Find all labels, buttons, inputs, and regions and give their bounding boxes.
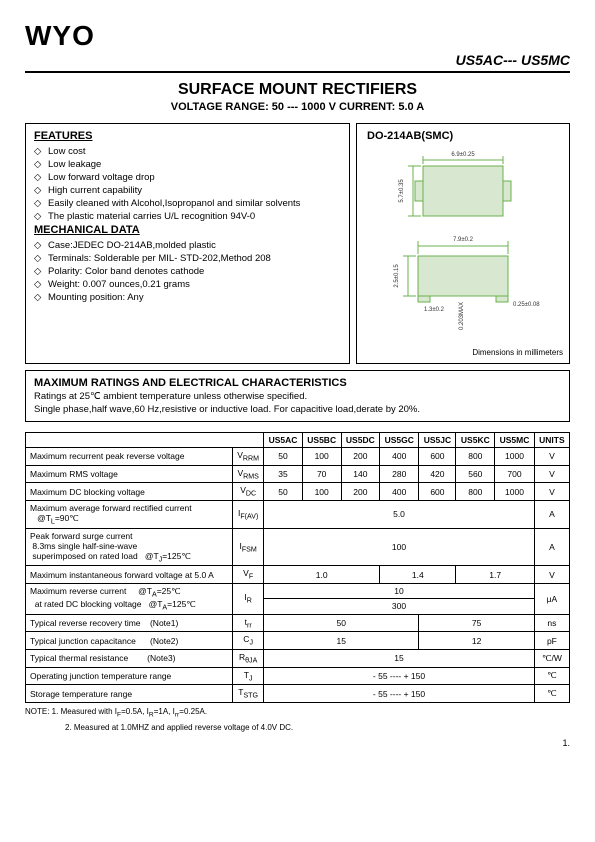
package-name: DO-214AB(SMC) xyxy=(367,130,563,142)
ratings-heading: MAXIMUM RATINGS AND ELECTRICAL CHARACTER… xyxy=(34,377,561,389)
table-row: Maximum DC blocking voltageVDC5010020040… xyxy=(26,483,570,501)
table-row: Maximum average forward rectified curren… xyxy=(26,501,570,529)
mechanical-heading: MECHANICAL DATA xyxy=(34,224,341,236)
mechanical-item: Terminals: Solderable per MIL- STD-202,M… xyxy=(34,253,341,264)
svg-text:0.203MAX: 0.203MAX xyxy=(459,302,465,330)
svg-text:1.3±0.2: 1.3±0.2 xyxy=(424,307,445,313)
feature-item: High current capability xyxy=(34,185,341,196)
svg-text:7.9±0.2: 7.9±0.2 xyxy=(453,237,474,243)
feature-item: Low cost xyxy=(34,146,341,157)
svg-text:6.9±0.25: 6.9±0.25 xyxy=(451,152,475,158)
table-row: Maximum recurrent peak reverse voltageVR… xyxy=(26,448,570,466)
note-text: NOTE: 1. Measured with IF=0.5A, IR=1A, I… xyxy=(25,707,570,719)
page-number: 1. xyxy=(25,738,570,748)
subtitle: VOLTAGE RANGE: 50 --- 1000 V CURRENT: 5.… xyxy=(25,101,570,113)
ratings-note: Ratings at 25℃ ambient temperature unles… xyxy=(34,391,561,402)
mechanical-item: Case:JEDEC DO-214AB,molded plastic xyxy=(34,240,341,251)
svg-text:0.25±0.08: 0.25±0.08 xyxy=(513,302,540,308)
table-row: Maximum RMS voltageVRMS35701402804205607… xyxy=(26,465,570,483)
mechanical-item: Mounting position: Any xyxy=(34,292,341,303)
table-row: Peak forward surge current 8.3ms single … xyxy=(26,528,570,566)
svg-text:2.5±0.15: 2.5±0.15 xyxy=(394,264,400,288)
feature-item: Low forward voltage drop xyxy=(34,172,341,183)
dim-note: Dimensions in millimeters xyxy=(363,348,563,357)
table-row: Maximum reverse current @TA=25℃ at rated… xyxy=(26,584,570,599)
table-row: Maximum instantaneous forward voltage at… xyxy=(26,566,570,584)
features-box: FEATURES Low cost Low leakage Low forward … xyxy=(25,123,350,364)
features-heading: FEATURES xyxy=(34,130,341,142)
mechanical-item: Polarity: Color band denotes cathode xyxy=(34,266,341,277)
table-row: Typical thermal resistance (Note3)RθJA15… xyxy=(26,649,570,667)
table-row: Typical junction capacitance (Note2)CJ15… xyxy=(26,632,570,650)
package-svg: 6.9±0.25 5.7±0.35 7.9±0.2 2.5±0.15 1.3±0… xyxy=(373,146,553,346)
feature-item: Low leakage xyxy=(34,159,341,170)
ratings-box: MAXIMUM RATINGS AND ELECTRICAL CHARACTER… xyxy=(25,370,570,422)
package-box: DO-214AB(SMC) 6.9±0.25 5.7±0.35 xyxy=(356,123,570,364)
svg-text:5.7±0.35: 5.7±0.35 xyxy=(399,179,405,203)
table-row: Typical reverse recovery time (Note1)trr… xyxy=(26,614,570,632)
product-code: US5AC--- US5MC xyxy=(25,52,570,73)
table-row: Operating junction temperature rangeTJ- … xyxy=(26,667,570,685)
note-text: 2. Measured at 1.0MHZ and applied revers… xyxy=(25,723,570,732)
logo: WYO xyxy=(25,20,570,52)
table-row: Storage temperature rangeTSTG- 55 ---- +… xyxy=(26,685,570,703)
page-title: SURFACE MOUNT RECTIFIERS xyxy=(25,81,570,99)
ratings-note: Single phase,half wave,60 Hz,resistive o… xyxy=(34,404,561,415)
feature-item: The plastic material carries U/L recogni… xyxy=(34,211,341,222)
specs-table: US5ACUS5BCUS5DCUS5GCUS5JCUS5KCUS5MCUNITS… xyxy=(25,432,570,703)
feature-item: Easily cleaned with Alcohol,Isopropanol … xyxy=(34,198,341,209)
mechanical-item: Weight: 0.007 ounces,0.21 grams xyxy=(34,279,341,290)
